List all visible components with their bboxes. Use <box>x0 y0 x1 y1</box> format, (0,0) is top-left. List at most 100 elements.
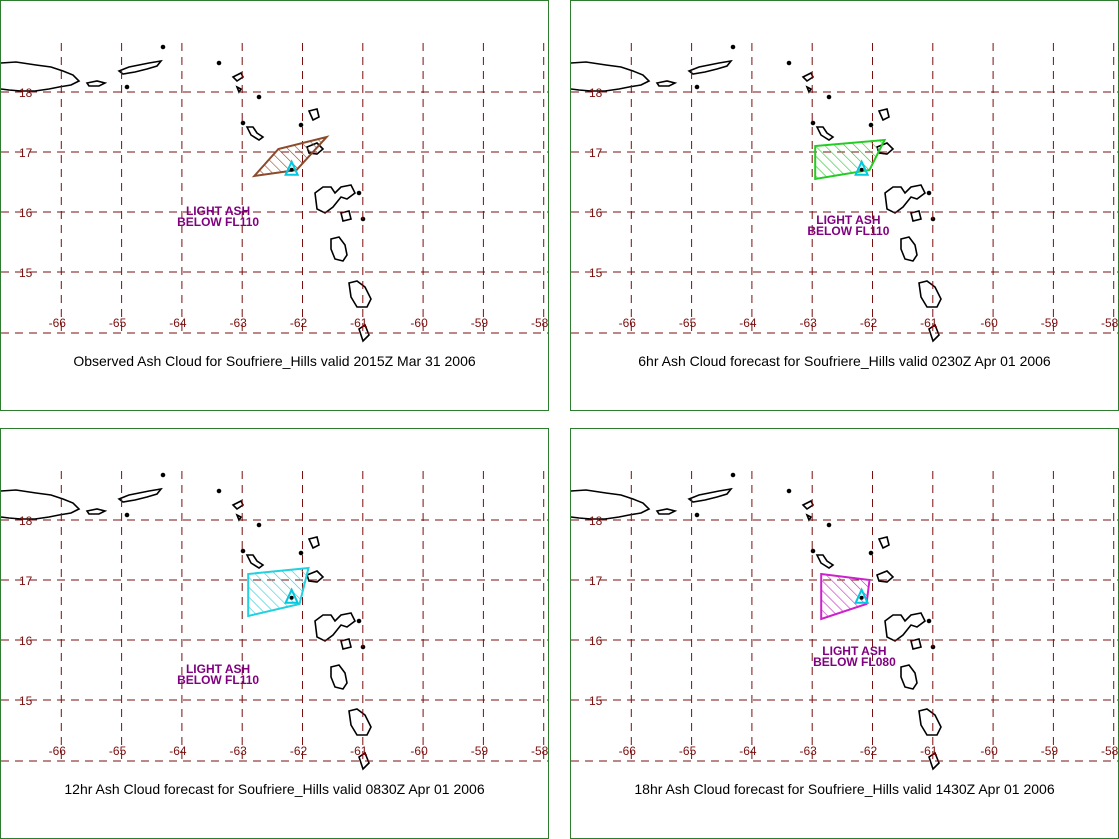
volcano-marker-icon <box>854 587 870 604</box>
marie-galante-coast <box>340 210 352 222</box>
lat-tick-label: 18 <box>19 514 33 528</box>
coastline-layer <box>571 44 942 343</box>
barbuda-coast <box>307 536 320 550</box>
ash-label-line2: BELOW FL110 <box>177 673 259 687</box>
virgin-islands-coast <box>687 59 733 75</box>
lat-tick-label: 16 <box>589 634 603 648</box>
ash-label-line1: LIGHT ASH <box>186 204 250 218</box>
islet-mark <box>694 84 700 90</box>
lon-tick-label: -59 <box>471 744 489 758</box>
vieques-coast <box>85 508 108 515</box>
lon-tick-label: -65 <box>109 744 127 758</box>
anguilla-coast <box>231 499 245 511</box>
islet-mark <box>926 190 932 196</box>
graticule <box>1 43 548 334</box>
lon-tick-label: -58 <box>1101 744 1119 758</box>
lat-tick-label: 16 <box>19 634 33 648</box>
dominica-coast <box>900 236 918 262</box>
lon-tick-label: -61 <box>920 316 938 330</box>
st-kitts-coast <box>245 554 265 569</box>
guadeloupe-coast <box>884 184 927 214</box>
islet-mark <box>256 94 262 100</box>
lon-tick-label: -66 <box>619 744 637 758</box>
islet-mark <box>240 548 246 554</box>
st-kitts-coast <box>245 126 265 141</box>
martinique-coast <box>348 708 372 736</box>
panel-caption: Observed Ash Cloud for Soufriere_Hills v… <box>73 353 476 369</box>
martinique-coast <box>348 280 372 308</box>
islet-mark <box>256 522 262 528</box>
lon-tick-label: -59 <box>471 316 489 330</box>
map-canvas: -66 -65 -64 -63 -62 -61 -60 -59 -58 18 17 16 15 LIGHT… <box>1 471 548 771</box>
lat-tick-label: 16 <box>589 206 603 220</box>
lon-tick-label: -60 <box>410 316 428 330</box>
guadeloupe-coast <box>314 184 357 214</box>
islet-mark <box>298 122 304 128</box>
map-canvas: -66 -65 -64 -63 -62 -61 -60 -59 -58 18 17 16 15 LIGHT… <box>1 43 549 343</box>
panel-caption: 12hr Ash Cloud forecast for Soufriere_Hi… <box>64 781 485 797</box>
lon-tick-label: -60 <box>980 316 998 330</box>
lat-tick-label: 18 <box>19 86 33 100</box>
map-canvas: -66 -65 -64 -63 -62 -61 -60 -59 -58 18 17 16 15 LIGHT… <box>571 43 1118 343</box>
map-panel-forecast-12hr: -66 -65 -64 -63 -62 -61 -60 -59 -58 18 17 16 15 LIGHT… <box>0 428 549 839</box>
ash-label-line2: BELOW FL110 <box>807 224 889 238</box>
map-panel-observed: -66 -65 -64 -63 -62 -61 -60 -59 -58 18 17 16 15 LIGHT… <box>0 0 549 411</box>
lon-tick-label: -63 <box>230 744 248 758</box>
barbuda-coast <box>877 108 890 122</box>
lat-tick-label: 15 <box>589 694 603 708</box>
marie-galante-coast <box>910 210 922 222</box>
antigua-coast <box>306 570 325 583</box>
martinique-coast <box>918 280 942 308</box>
lat-tick-label: 17 <box>589 574 603 588</box>
islet-mark <box>730 44 736 50</box>
islet-mark <box>810 120 816 126</box>
graticule <box>1 471 548 762</box>
lon-tick-label: -60 <box>980 744 998 758</box>
lon-tick-label: -58 <box>531 316 549 330</box>
dominica-coast <box>330 236 348 262</box>
lon-tick-label: -59 <box>1041 316 1059 330</box>
islet-mark <box>216 60 222 66</box>
islet-mark <box>810 548 816 554</box>
islet-mark <box>160 472 166 478</box>
lon-tick-label: -66 <box>49 316 67 330</box>
coastline-layer <box>1 472 372 771</box>
ash-label-line2: BELOW FL110 <box>177 215 259 229</box>
lon-tick-label: -62 <box>860 316 878 330</box>
lon-tick-label: -65 <box>109 316 127 330</box>
anguilla-coast <box>231 71 245 83</box>
volcano-marker-icon <box>284 587 300 604</box>
coastline-layer <box>571 472 942 771</box>
barbuda-coast <box>877 536 890 550</box>
graticule <box>571 471 1118 762</box>
lon-tick-label: -62 <box>860 744 878 758</box>
ash-label-line2: BELOW FL080 <box>813 655 896 669</box>
ash-label-line1: LIGHT ASH <box>822 644 886 658</box>
antigua-coast <box>876 570 895 583</box>
lon-tick-label: -61 <box>350 316 368 330</box>
lat-tick-label: 17 <box>589 146 603 160</box>
lat-tick-label: 18 <box>589 86 603 100</box>
puerto-rico-coast <box>1 489 81 520</box>
lon-tick-label: -61 <box>350 744 368 758</box>
lon-tick-label: -64 <box>739 744 757 758</box>
virgin-islands-coast <box>687 487 733 503</box>
lat-tick-label: 15 <box>589 266 603 280</box>
islet-mark <box>926 618 932 624</box>
lon-tick-label: -63 <box>800 316 818 330</box>
puerto-rico-coast <box>571 489 651 520</box>
dominica-coast <box>900 664 918 690</box>
marie-galante-coast <box>910 638 922 650</box>
lon-tick-label: -62 <box>290 316 308 330</box>
puerto-rico-coast <box>1 61 81 92</box>
islet-mark <box>786 488 792 494</box>
islet-mark <box>826 94 832 100</box>
lat-tick-label: 18 <box>589 514 603 528</box>
ash-cloud-polygon <box>814 138 887 181</box>
ash-label-line1: LIGHT ASH <box>816 213 880 227</box>
lon-tick-label: -63 <box>230 316 248 330</box>
st-kitts-coast <box>815 126 835 141</box>
lat-tick-label: 15 <box>19 694 33 708</box>
lon-tick-label: -66 <box>49 744 67 758</box>
lon-tick-label: -65 <box>679 744 697 758</box>
